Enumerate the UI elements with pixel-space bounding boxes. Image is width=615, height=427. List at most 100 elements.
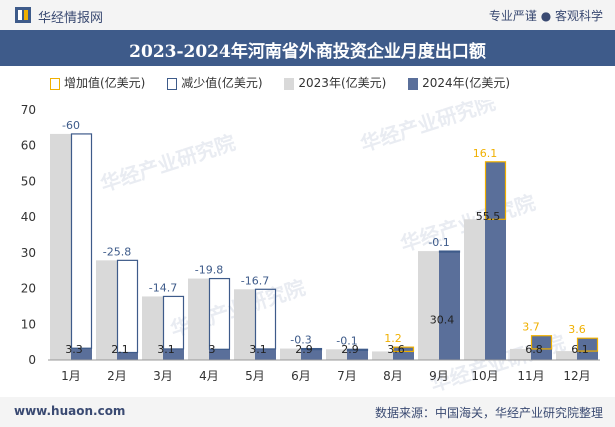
x-tick-label: 2月 bbox=[107, 369, 127, 383]
y-tick-label: 70 bbox=[21, 103, 36, 117]
value-label-2024: 3 bbox=[209, 343, 216, 356]
legend-increase: 增加值(亿美元) bbox=[50, 74, 145, 91]
header-bar: 华经情报网 专业严谨 ● 客观科学 bbox=[0, 0, 615, 30]
x-tick-label: 10月 bbox=[471, 369, 498, 383]
legend-decrease-label: 减少值(亿美元) bbox=[181, 76, 263, 90]
legend-decrease-swatch bbox=[167, 77, 178, 90]
brand-name: 华经情报网 bbox=[38, 11, 104, 26]
x-tick-label: 5月 bbox=[245, 369, 265, 383]
bars bbox=[50, 133, 599, 360]
y-axis: 0 10 20 30 40 50 60 70 bbox=[21, 103, 36, 367]
change-label: -16.7 bbox=[241, 274, 269, 287]
change-label: -0.3 bbox=[290, 334, 311, 347]
bar-2024 bbox=[301, 349, 322, 360]
website-link[interactable]: www.huaon.com bbox=[14, 404, 126, 418]
change-label: 1.2 bbox=[384, 332, 402, 345]
change-label: -60 bbox=[62, 119, 80, 132]
title-bar bbox=[0, 30, 615, 66]
data-labels: -60 3.3 -25.8 2.1 -14.7 3.1 -19.8 3 -16.7 3.1 -0.3… bbox=[62, 119, 589, 356]
decrease-box bbox=[162, 295, 185, 350]
bar-2024 bbox=[531, 335, 552, 360]
decrease-box bbox=[346, 348, 369, 351]
increase-box bbox=[576, 337, 599, 352]
bar-2023 bbox=[96, 260, 117, 360]
legend-2024: 2024年(亿美元) bbox=[408, 74, 510, 91]
legend-2023-label: 2023年(亿美元) bbox=[298, 76, 387, 90]
change-label: -14.7 bbox=[149, 281, 177, 294]
increase-box bbox=[392, 346, 415, 353]
change-label: -25.8 bbox=[103, 245, 131, 258]
legend-2023-swatch bbox=[284, 77, 295, 90]
value-label-2024: 3.3 bbox=[65, 343, 83, 356]
y-tick-label: 30 bbox=[21, 246, 36, 260]
decrease-box bbox=[438, 250, 461, 253]
bar-2024 bbox=[347, 349, 368, 360]
change-label: -0.1 bbox=[336, 334, 357, 347]
legend-increase-label: 增加值(亿美元) bbox=[64, 76, 146, 90]
value-label-2024: 30.4 bbox=[430, 313, 455, 326]
footer-bar bbox=[0, 397, 615, 427]
legend-decrease: 减少值(亿美元) bbox=[167, 74, 263, 91]
x-tick-label: 12月 bbox=[563, 369, 590, 383]
value-label-2024: 55.5 bbox=[476, 210, 501, 223]
bar-2024 bbox=[209, 349, 230, 360]
increase-box bbox=[530, 335, 553, 350]
bar-2023 bbox=[372, 351, 393, 360]
increase-box bbox=[484, 161, 507, 220]
value-label-2024: 6.1 bbox=[571, 343, 589, 356]
x-tick-label: 9月 bbox=[429, 369, 449, 383]
decrease-box bbox=[70, 133, 93, 349]
x-tick-label: 8月 bbox=[383, 369, 403, 383]
value-label-2024: 2.9 bbox=[341, 343, 359, 356]
x-tick-label: 4月 bbox=[199, 369, 219, 383]
bar-2023 bbox=[142, 296, 163, 360]
tagline: 专业严谨 ● 客观科学 bbox=[488, 9, 603, 23]
decrease-box bbox=[254, 288, 277, 350]
change-label: -19.8 bbox=[195, 264, 223, 277]
legend-increase-swatch bbox=[50, 77, 60, 90]
x-axis: 1月 2月 3月 4月 5月 6月 7月 8月 9月 10月 11月 12月 bbox=[48, 359, 600, 383]
y-tick-label: 10 bbox=[21, 317, 36, 331]
y-tick-label: 0 bbox=[28, 353, 36, 367]
x-tick-label: 11月 bbox=[517, 369, 544, 383]
legend-2023: 2023年(亿美元) bbox=[284, 74, 386, 91]
bar-2024 bbox=[255, 348, 276, 360]
bar-2023 bbox=[556, 351, 577, 360]
x-tick-label: 7月 bbox=[337, 369, 357, 383]
bar-2024 bbox=[577, 338, 598, 360]
value-label-2024: 3.6 bbox=[387, 343, 405, 356]
value-label-2024: 2.9 bbox=[295, 343, 313, 356]
x-tick-label: 3月 bbox=[153, 369, 173, 383]
chart-legend: 增加值(亿美元) 减少值(亿美元) 2023年(亿美元) 2024年(亿美元) bbox=[50, 74, 528, 94]
bar-2023 bbox=[280, 348, 301, 360]
huajing-logo-icon bbox=[15, 7, 31, 23]
x-tick-label: 6月 bbox=[291, 369, 311, 383]
bar-2024 bbox=[71, 348, 92, 360]
value-label-2024: 2.1 bbox=[111, 343, 129, 356]
value-label-2024: 6.8 bbox=[525, 343, 543, 356]
legend-2024-swatch bbox=[408, 77, 419, 90]
bar-2024 bbox=[485, 161, 506, 360]
bar-2023 bbox=[188, 278, 209, 360]
y-tick-label: 20 bbox=[21, 282, 36, 296]
bar-2024 bbox=[163, 348, 184, 360]
y-tick-label: 60 bbox=[21, 139, 36, 153]
bar-2023 bbox=[326, 349, 347, 360]
decrease-box bbox=[208, 277, 231, 350]
x-tick-label: 1月 bbox=[61, 369, 81, 383]
change-label: 16.1 bbox=[473, 147, 498, 160]
legend-2024-label: 2024年(亿美元) bbox=[422, 76, 511, 90]
decrease-box bbox=[116, 259, 139, 354]
value-label-2024: 3.1 bbox=[249, 343, 267, 356]
change-label: 3.7 bbox=[522, 321, 540, 334]
bar-chart: 华经产业研究院华经产业研究院华经产业研究院华经产业研究院华经产业研究院 0102… bbox=[21, 100, 600, 396]
y-tick-label: 40 bbox=[21, 210, 36, 224]
value-label-2024: 3.1 bbox=[157, 343, 175, 356]
bar-2023 bbox=[50, 133, 71, 360]
bar-2023 bbox=[418, 251, 439, 360]
bar-2024 bbox=[393, 347, 414, 360]
bar-2023 bbox=[234, 289, 255, 360]
watermark-text: 华经产业研究院 bbox=[98, 130, 239, 196]
chart-title: 2023-2024年河南省外商投资企业月度出口额 bbox=[129, 42, 486, 62]
bar-2024 bbox=[439, 251, 460, 360]
